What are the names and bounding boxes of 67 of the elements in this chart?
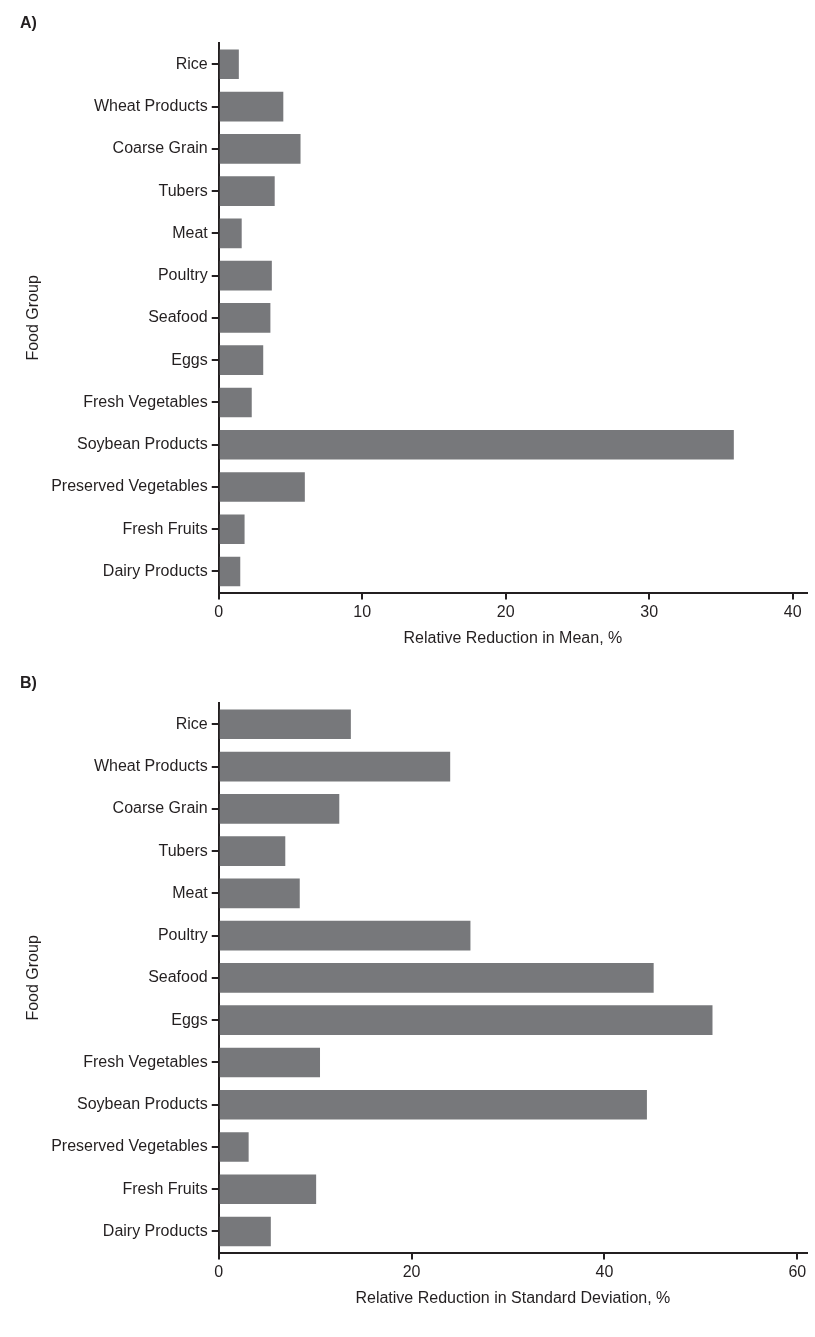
- bar: [219, 345, 264, 375]
- y-tick-label: Fresh Vegetables: [83, 1052, 208, 1070]
- x-tick-label: 40: [783, 602, 802, 620]
- x-tick-label: 10: [353, 602, 372, 620]
- bar: [219, 751, 451, 782]
- bar: [219, 1216, 271, 1247]
- bar: [219, 1005, 713, 1035]
- x-axis-title: Relative Reduction in Mean, %: [403, 628, 623, 646]
- bar: [219, 1174, 317, 1204]
- bar: [219, 429, 734, 460]
- y-tick-label: Fresh Vegetables: [83, 392, 208, 410]
- y-tick-label: Seafood: [148, 308, 208, 326]
- y-tick-label: Meat: [172, 883, 209, 901]
- y-axis-title: Food Group: [24, 935, 42, 1021]
- bar: [219, 260, 272, 291]
- y-tick-label: Poultry: [157, 266, 208, 284]
- y-tick-label: Coarse Grain: [112, 139, 208, 157]
- y-tick-label: Wheat Products: [93, 757, 208, 774]
- y-tick-label: Meat: [172, 223, 209, 241]
- y-tick-label: Poultry: [157, 926, 208, 944]
- y-tick-label: Soybean Products: [77, 435, 208, 453]
- bar: [219, 303, 271, 333]
- bar: [219, 91, 284, 122]
- bar: [219, 387, 252, 418]
- bar: [219, 1132, 249, 1162]
- y-tick-label: Eggs: [171, 350, 208, 368]
- bar: [219, 49, 239, 80]
- y-axis-title: Food Group: [24, 275, 42, 361]
- y-tick-label: Coarse Grain: [112, 799, 208, 817]
- y-tick-label: Fresh Fruits: [122, 1179, 208, 1197]
- bar: [219, 794, 340, 824]
- text: B): [20, 674, 37, 692]
- bar: [219, 472, 305, 502]
- bar: [219, 1047, 320, 1078]
- bar: [219, 514, 245, 544]
- y-tick-label: Seafood: [148, 968, 208, 986]
- bar: [219, 963, 654, 993]
- y-tick-label: Dairy Products: [102, 561, 208, 579]
- y-tick-label: Tubers: [158, 841, 208, 859]
- y-tick-label: Preserved Vegetables: [51, 1137, 208, 1155]
- bar: [219, 218, 242, 249]
- bar: [219, 1089, 647, 1120]
- x-tick-label: 60: [788, 1262, 807, 1280]
- bar: [219, 836, 286, 866]
- y-tick-label: Rice: [175, 54, 208, 72]
- y-tick-label: Eggs: [171, 1010, 208, 1028]
- x-tick-label: 20: [496, 602, 515, 620]
- x-axis-title: Relative Reduction in Standard Deviation, %: [355, 1288, 671, 1306]
- y-tick-label: Fresh Fruits: [122, 519, 208, 537]
- y-tick-label: Rice: [175, 714, 208, 732]
- bar: [219, 134, 301, 164]
- text: A): [20, 14, 37, 32]
- bar: [219, 878, 300, 909]
- x-tick-label: 0: [214, 1262, 224, 1280]
- x-tick-label: 20: [402, 1262, 421, 1280]
- bar: [219, 920, 471, 951]
- bar: [219, 176, 275, 206]
- bar: [219, 709, 351, 740]
- y-tick-label: Dairy Products: [102, 1221, 208, 1239]
- bar: [219, 556, 241, 587]
- y-tick-label: Tubers: [158, 181, 208, 199]
- y-tick-label: Wheat Products: [93, 97, 208, 114]
- y-tick-label: Preserved Vegetables: [51, 477, 208, 495]
- x-tick-label: 0: [214, 602, 224, 620]
- y-tick-label: Soybean Products: [77, 1095, 208, 1113]
- x-tick-label: 40: [595, 1262, 614, 1280]
- x-tick-label: 30: [640, 602, 659, 620]
